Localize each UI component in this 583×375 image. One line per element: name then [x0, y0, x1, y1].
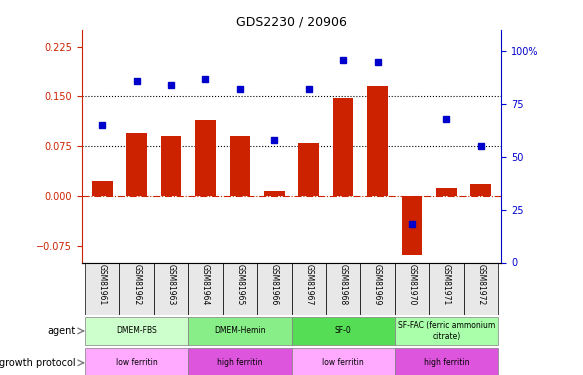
Text: agent: agent — [48, 326, 76, 336]
Bar — [127, 133, 147, 196]
Title: GDS2230 / 20906: GDS2230 / 20906 — [236, 16, 347, 29]
Bar — [367, 87, 388, 196]
FancyBboxPatch shape — [395, 348, 498, 375]
Text: low ferritin: low ferritin — [116, 358, 157, 368]
Text: high ferritin: high ferritin — [424, 358, 469, 368]
FancyBboxPatch shape — [395, 316, 498, 345]
Bar — [230, 136, 250, 196]
Text: GSM81966: GSM81966 — [270, 264, 279, 306]
FancyBboxPatch shape — [223, 262, 257, 315]
Text: SF-FAC (ferric ammonium
citrate): SF-FAC (ferric ammonium citrate) — [398, 321, 495, 340]
Text: GSM81969: GSM81969 — [373, 264, 382, 306]
Text: GSM81970: GSM81970 — [408, 264, 416, 306]
Bar — [298, 143, 319, 196]
FancyBboxPatch shape — [463, 262, 498, 315]
Bar — [92, 182, 113, 196]
Text: GSM81965: GSM81965 — [236, 264, 244, 306]
Bar — [161, 136, 181, 196]
FancyBboxPatch shape — [395, 262, 429, 315]
FancyBboxPatch shape — [188, 262, 223, 315]
Text: growth protocol: growth protocol — [0, 358, 76, 368]
Bar — [333, 98, 353, 196]
FancyBboxPatch shape — [360, 262, 395, 315]
Bar — [195, 120, 216, 196]
FancyBboxPatch shape — [85, 262, 120, 315]
FancyBboxPatch shape — [85, 348, 188, 375]
Bar — [402, 196, 422, 255]
FancyBboxPatch shape — [188, 316, 292, 345]
Text: GSM81971: GSM81971 — [442, 264, 451, 305]
Text: DMEM-Hemin: DMEM-Hemin — [214, 326, 266, 336]
FancyBboxPatch shape — [120, 262, 154, 315]
FancyBboxPatch shape — [154, 262, 188, 315]
Bar — [264, 191, 285, 196]
Text: GSM81962: GSM81962 — [132, 264, 141, 305]
Bar — [470, 184, 491, 196]
Text: GSM81963: GSM81963 — [167, 264, 175, 306]
FancyBboxPatch shape — [85, 316, 188, 345]
FancyBboxPatch shape — [188, 348, 292, 375]
Text: GSM81972: GSM81972 — [476, 264, 485, 305]
Text: GSM81967: GSM81967 — [304, 264, 313, 306]
Text: low ferritin: low ferritin — [322, 358, 364, 368]
Text: GSM81968: GSM81968 — [339, 264, 347, 305]
Text: SF-0: SF-0 — [335, 326, 352, 336]
Text: DMEM-FBS: DMEM-FBS — [116, 326, 157, 336]
FancyBboxPatch shape — [292, 348, 395, 375]
FancyBboxPatch shape — [257, 262, 292, 315]
Text: high ferritin: high ferritin — [217, 358, 262, 368]
FancyBboxPatch shape — [326, 262, 360, 315]
Text: GSM81964: GSM81964 — [201, 264, 210, 306]
Bar — [436, 188, 456, 196]
FancyBboxPatch shape — [292, 316, 395, 345]
Text: GSM81961: GSM81961 — [98, 264, 107, 305]
FancyBboxPatch shape — [429, 262, 463, 315]
FancyBboxPatch shape — [292, 262, 326, 315]
